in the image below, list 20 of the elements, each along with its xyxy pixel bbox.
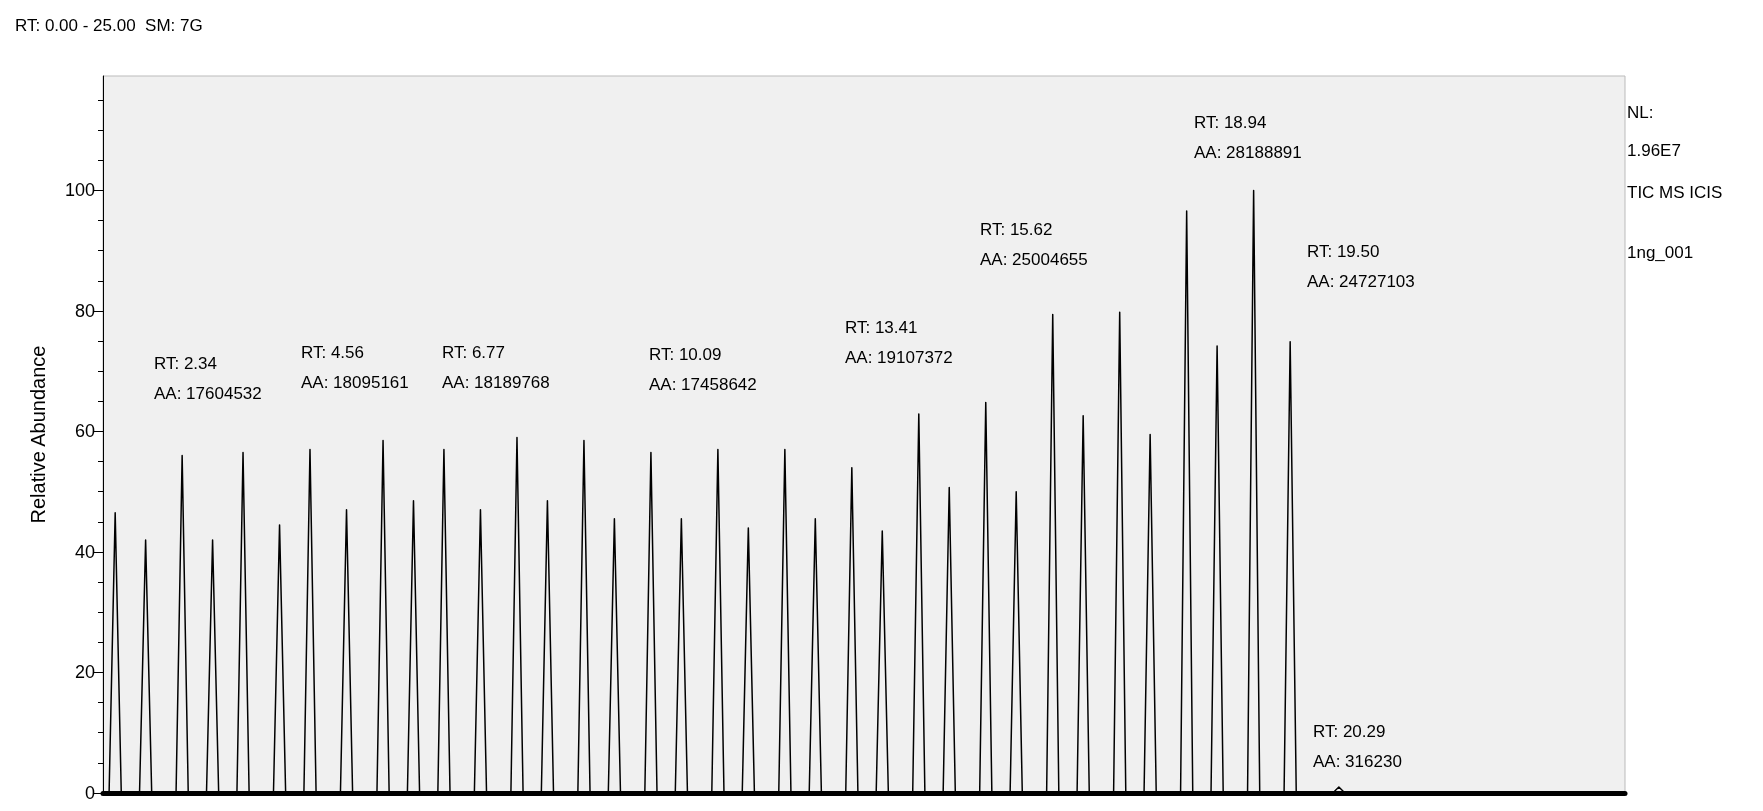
annotation: RT: 10.09 AA: 17458642 [649, 344, 757, 394]
chart-title: RT: 0.00 - 25.00 SM: 7G [15, 16, 203, 35]
text: TIC MS ICIS [1627, 182, 1723, 202]
y-axis-title: Relative Abundance [27, 345, 49, 524]
annotation: RT: 19.50 AA: 24727103 [1307, 241, 1415, 291]
annotation: RT: 15.62 AA: 25004655 [980, 219, 1088, 269]
annotation: RT: 20.29 AA: 316230 [1313, 721, 1402, 771]
y-tick-label: 100 [64, 180, 95, 201]
y-tick-label: 80 [74, 300, 95, 321]
annotation: RT: 2.34 AA: 17604532 [154, 353, 262, 403]
annotation: RT: 13.41 AA: 19107372 [845, 317, 953, 367]
text: NL: 1.96E7 [1627, 102, 1681, 160]
annotation: RT: 4.56 AA: 18095161 [301, 342, 409, 392]
text: 1ng_001 [1627, 242, 1694, 262]
annotation: RT: 18.94 AA: 28188891 [1194, 112, 1302, 162]
annotation: RT: 6.77 AA: 18189768 [442, 342, 550, 392]
y-tick-label: 40 [74, 541, 95, 562]
y-tick-label: 20 [74, 662, 95, 683]
y-tick-label: 60 [74, 421, 95, 442]
y-tick-label: 0 [84, 783, 95, 803]
